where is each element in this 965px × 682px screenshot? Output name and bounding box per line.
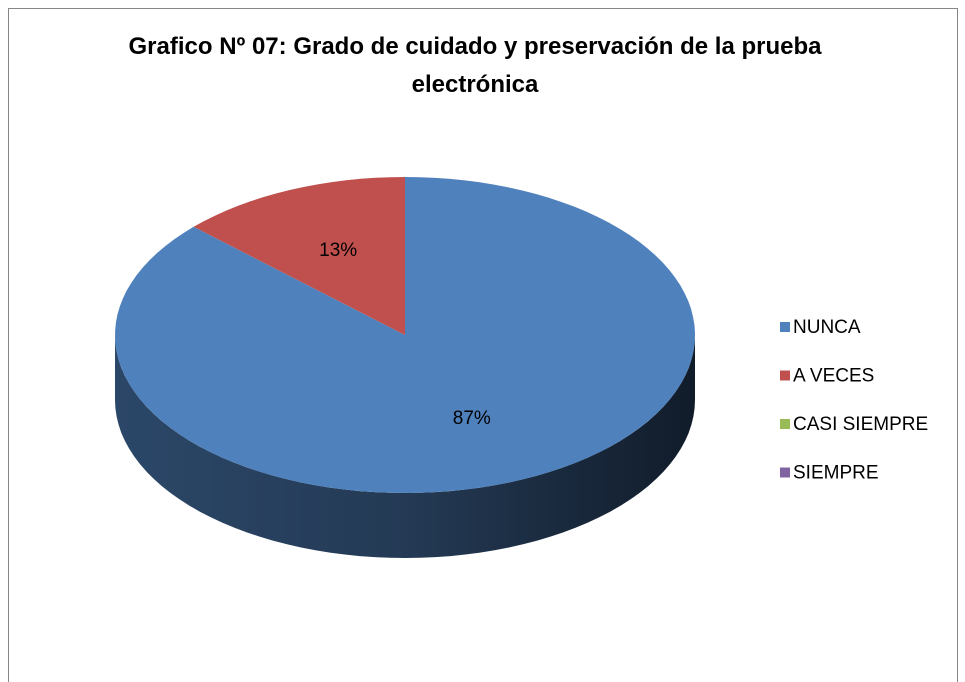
pie-slice	[193, 177, 405, 335]
legend-swatch	[780, 370, 790, 381]
pie-side	[115, 335, 695, 558]
legend-label: A VECES	[793, 366, 874, 387]
legend-label: SIEMPRE	[793, 463, 879, 484]
value-label: 87%	[453, 408, 491, 429]
legend-swatch	[780, 467, 790, 478]
legend-label: CASI SIEMPRE	[793, 414, 928, 435]
legend-swatch	[780, 419, 790, 429]
pie-slice	[115, 177, 696, 493]
value-label: 13%	[319, 240, 357, 261]
legend-label: NUNCA	[793, 317, 861, 338]
chart-title: Grafico Nº 07: Grado de cuidado y preser…	[128, 33, 822, 98]
legend-swatch	[780, 322, 790, 332]
